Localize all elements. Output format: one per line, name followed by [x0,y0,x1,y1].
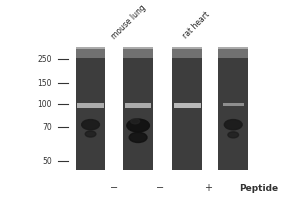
FancyBboxPatch shape [218,49,248,170]
Circle shape [85,131,96,137]
Circle shape [131,119,140,124]
FancyBboxPatch shape [223,103,244,106]
Circle shape [129,132,147,143]
Text: −: − [110,183,118,193]
FancyBboxPatch shape [218,47,248,58]
FancyBboxPatch shape [172,47,202,58]
Text: rat heart: rat heart [181,10,211,41]
Text: 50: 50 [42,157,52,166]
FancyBboxPatch shape [76,49,105,170]
Text: Peptide: Peptide [239,184,278,193]
Circle shape [127,119,149,132]
Text: mouse lung: mouse lung [110,3,148,41]
Circle shape [228,132,238,138]
FancyBboxPatch shape [77,103,104,108]
Text: +: + [204,183,212,193]
Text: −: − [156,183,164,193]
FancyBboxPatch shape [172,49,202,170]
Circle shape [224,120,242,130]
Text: 70: 70 [42,123,52,132]
FancyBboxPatch shape [174,103,200,108]
Text: 150: 150 [38,79,52,88]
FancyBboxPatch shape [123,49,153,170]
FancyBboxPatch shape [123,47,153,58]
Text: 250: 250 [38,55,52,64]
FancyBboxPatch shape [153,49,172,170]
FancyBboxPatch shape [76,47,105,58]
FancyBboxPatch shape [125,103,152,108]
Text: 100: 100 [38,100,52,109]
Circle shape [82,120,100,130]
